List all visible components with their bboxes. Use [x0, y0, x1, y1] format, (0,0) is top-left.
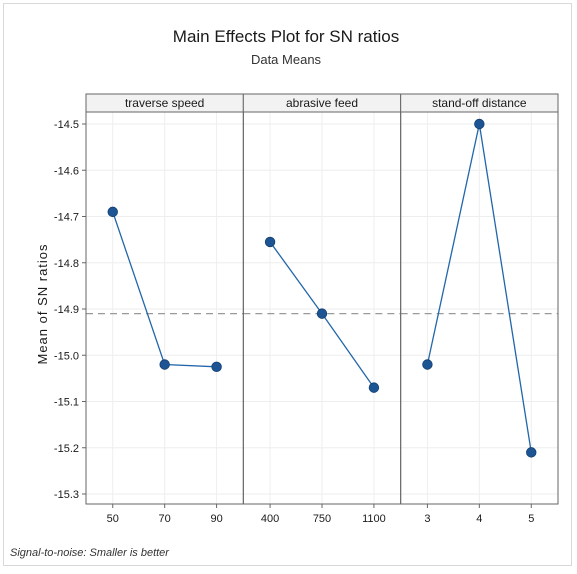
y-tick-label: -15.1 [54, 397, 79, 409]
y-tick-label: -15.2 [54, 443, 79, 455]
data-point [159, 359, 170, 370]
x-tick-label: 5 [528, 513, 534, 525]
y-axis-label: Mean of SN ratios [35, 243, 50, 364]
y-tick-label: -14.5 [54, 119, 79, 131]
panel-title: traverse speed [125, 96, 204, 110]
x-tick-label: 4 [476, 513, 482, 525]
data-point [474, 118, 485, 130]
y-tick-label: -14.8 [54, 258, 79, 270]
chart-title: Main Effects Plot for SN ratios [173, 27, 399, 46]
panel-border [400, 111, 559, 505]
main-effects-plot: Main Effects Plot for SN ratios Data Mea… [10, 27, 559, 559]
panel-title: stand-off distance [432, 96, 527, 110]
y-tick-label: -15.0 [54, 350, 79, 362]
chart-frame: Main Effects Plot for SN ratios Data Mea… [3, 3, 572, 566]
data-point [368, 382, 380, 393]
y-tick-label: -14.7 [54, 212, 79, 224]
x-tick-label: 3 [424, 513, 430, 525]
data-point [422, 359, 433, 370]
data-point [107, 206, 118, 218]
x-tick-label: 50 [107, 513, 119, 525]
x-tick-label: 90 [210, 513, 222, 525]
data-point [264, 236, 276, 248]
x-tick-label: 400 [261, 513, 279, 525]
x-tick-label: 70 [159, 513, 171, 525]
y-tick-label: -14.6 [54, 165, 79, 177]
panel-title: abrasive feed [286, 96, 358, 110]
footnote: Signal-to-noise: Smaller is better [10, 547, 170, 559]
x-tick-label: 750 [313, 513, 331, 525]
y-tick-label: -15.3 [54, 489, 79, 501]
x-tick-label: 1100 [362, 513, 386, 525]
y-tick-label: -14.9 [54, 304, 79, 316]
data-point [526, 447, 537, 458]
data-point [316, 308, 328, 319]
chart-subtitle: Data Means [251, 52, 322, 67]
data-point [211, 361, 222, 373]
